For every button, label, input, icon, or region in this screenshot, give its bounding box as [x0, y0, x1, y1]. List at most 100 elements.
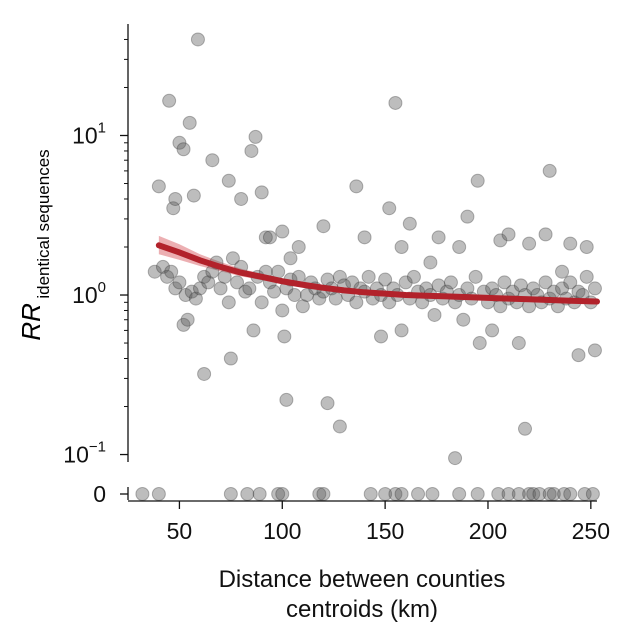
- data-point: [295, 299, 310, 314]
- data-point: [332, 269, 347, 284]
- data-point: [485, 281, 500, 296]
- data-point: [427, 307, 442, 322]
- data-point: [563, 236, 578, 251]
- data-point: [522, 236, 537, 251]
- data-point: [172, 275, 187, 290]
- data-point: [221, 173, 236, 188]
- y-zero-tick-label: 0: [93, 481, 106, 507]
- zero-data-point: [563, 487, 578, 501]
- data-point: [242, 281, 257, 296]
- data-point: [197, 366, 212, 381]
- data-point: [555, 264, 570, 279]
- y-tick-label-exponent: 0: [98, 279, 106, 296]
- data-point: [501, 227, 516, 242]
- data-point: [394, 240, 409, 254]
- data-point: [271, 264, 286, 279]
- data-point: [155, 259, 170, 274]
- data-point: [275, 303, 290, 318]
- data-point: [555, 281, 570, 296]
- zero-data-point: [275, 487, 290, 501]
- data-point: [398, 275, 413, 290]
- x-tick-label: 150: [366, 518, 404, 544]
- x-tick-label: 200: [469, 518, 507, 544]
- data-point: [244, 143, 259, 158]
- zero-data-point: [394, 487, 409, 501]
- data-point: [497, 275, 512, 290]
- data-point: [275, 224, 290, 239]
- data-point: [234, 191, 249, 206]
- data-point: [493, 233, 508, 248]
- fit-line: [155, 242, 600, 305]
- y-axis-title-subscript: identical sequences: [34, 149, 53, 298]
- confidence-band: [158, 235, 597, 305]
- data-point: [166, 201, 181, 216]
- data-point: [431, 230, 446, 245]
- data-point: [332, 419, 347, 434]
- zero-data-point: [363, 487, 378, 501]
- data-point: [349, 295, 364, 310]
- data-point: [388, 95, 403, 110]
- data-point: [374, 329, 389, 344]
- data-point: [587, 343, 602, 358]
- data-point: [201, 275, 216, 290]
- data-point: [299, 288, 314, 303]
- y-tick-label-base: 10: [72, 282, 98, 308]
- y-tick-label-exponent: 1: [98, 120, 106, 137]
- data-point: [258, 230, 273, 245]
- data-point: [328, 291, 343, 306]
- data-point: [178, 288, 193, 303]
- data-point: [456, 312, 471, 327]
- data-point: [186, 188, 201, 203]
- data-point: [190, 32, 205, 47]
- data-point: [180, 312, 195, 327]
- zero-data-point: [223, 487, 238, 501]
- data-point: [431, 278, 446, 293]
- zero-data-point: [411, 487, 426, 501]
- zero-data-point: [240, 487, 255, 501]
- zero-data-point: [135, 487, 150, 501]
- data-point: [164, 264, 179, 279]
- data-point: [423, 255, 438, 270]
- y-tick-label: 101: [72, 120, 106, 149]
- data-point: [188, 291, 203, 306]
- data-point: [197, 269, 212, 284]
- data-point: [267, 284, 282, 299]
- zero-data-point: [452, 487, 467, 501]
- x-tick-label: 250: [572, 518, 610, 544]
- data-point: [238, 284, 253, 299]
- data-point: [485, 323, 500, 338]
- x-tick-label: 50: [167, 518, 193, 544]
- zero-data-point: [585, 487, 600, 501]
- data-point: [542, 163, 557, 178]
- data-point: [254, 185, 269, 200]
- zero-data-point: [470, 487, 485, 501]
- data-point: [518, 421, 533, 436]
- data-point: [357, 230, 372, 245]
- data-point: [443, 275, 458, 290]
- data-point: [172, 135, 187, 150]
- data-point: [213, 281, 228, 296]
- data-point: [402, 216, 417, 231]
- data-point: [205, 153, 220, 168]
- data-point: [571, 348, 586, 363]
- zero-data-point: [316, 487, 331, 501]
- data-point: [182, 115, 197, 130]
- zero-data-point: [151, 487, 166, 501]
- data-point: [160, 269, 175, 284]
- data-point: [394, 323, 409, 338]
- y-tick-label: 100: [72, 279, 106, 308]
- data-point: [147, 264, 162, 279]
- x-axis-title-line1: Distance between counties: [219, 566, 506, 593]
- data-point: [291, 240, 306, 254]
- data-point: [349, 179, 364, 194]
- data-point: [468, 269, 483, 284]
- y-tick-label-base: 10: [63, 442, 89, 468]
- data-point: [526, 281, 541, 296]
- confidence-band-layer: [158, 235, 597, 305]
- data-point: [452, 240, 467, 254]
- data-point: [168, 191, 183, 206]
- data-point: [563, 275, 578, 290]
- data-point: [511, 336, 526, 351]
